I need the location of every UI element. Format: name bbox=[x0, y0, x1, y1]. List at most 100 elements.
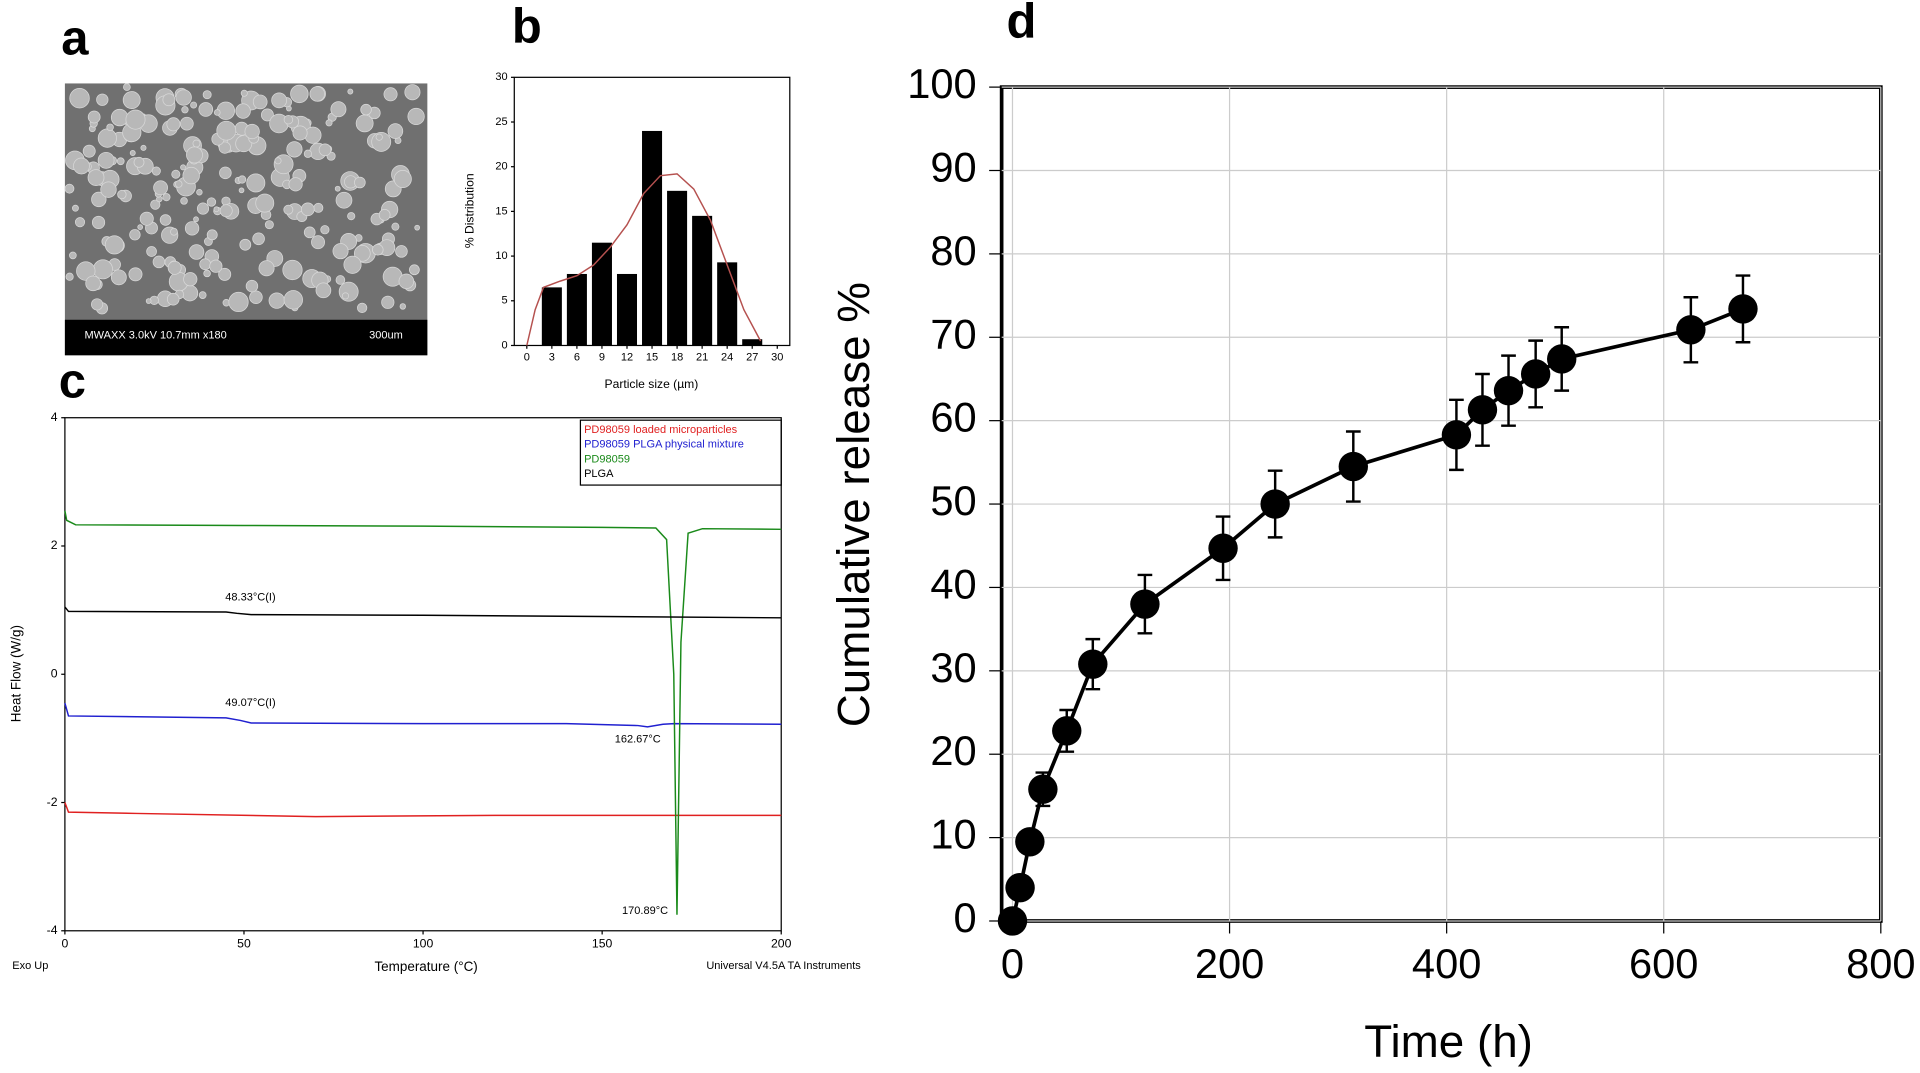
particle bbox=[395, 245, 408, 258]
particle bbox=[375, 133, 383, 141]
data-point bbox=[1547, 344, 1577, 374]
particle bbox=[283, 290, 303, 310]
fit-curve bbox=[526, 173, 762, 346]
particle bbox=[162, 193, 171, 202]
particle bbox=[218, 267, 232, 281]
particle bbox=[128, 267, 143, 282]
particle bbox=[357, 302, 368, 313]
particle bbox=[219, 204, 233, 218]
particle bbox=[325, 119, 333, 127]
particle bbox=[125, 109, 146, 130]
data-point bbox=[1676, 315, 1706, 345]
y-tick-label: 20 bbox=[495, 161, 507, 173]
data-point bbox=[1520, 359, 1551, 389]
particle bbox=[166, 117, 181, 132]
x-tick-label: 6 bbox=[574, 352, 580, 364]
particle bbox=[383, 87, 398, 102]
note-right: Universal V4.5A TA Instruments bbox=[706, 960, 861, 972]
particle bbox=[192, 139, 201, 148]
particle bbox=[393, 170, 412, 188]
particle bbox=[206, 197, 217, 207]
particle bbox=[318, 143, 332, 157]
particle bbox=[190, 101, 198, 109]
particle bbox=[93, 259, 113, 280]
curve bbox=[64, 606, 782, 619]
particle bbox=[399, 303, 406, 310]
x-tick-label: 18 bbox=[671, 352, 683, 364]
data-point bbox=[997, 906, 1028, 936]
particle bbox=[146, 246, 157, 257]
particle bbox=[209, 259, 223, 273]
particle bbox=[166, 292, 180, 306]
particle bbox=[216, 120, 237, 141]
particle bbox=[264, 220, 274, 230]
particle bbox=[239, 238, 252, 251]
particle bbox=[87, 110, 101, 124]
data-point bbox=[1260, 489, 1290, 519]
particle bbox=[159, 214, 172, 226]
particle bbox=[139, 211, 154, 226]
particle bbox=[235, 103, 251, 119]
particle bbox=[69, 251, 77, 260]
particle bbox=[196, 202, 210, 215]
y-axis-label: Cumulative release % bbox=[828, 282, 879, 727]
particle bbox=[145, 298, 152, 304]
particle bbox=[188, 244, 205, 260]
y-tick-label: 10 bbox=[495, 250, 507, 262]
particle bbox=[387, 123, 404, 139]
x-tick-label: 100 bbox=[413, 936, 434, 950]
particle bbox=[203, 269, 211, 278]
particle bbox=[167, 260, 182, 275]
particle bbox=[334, 185, 341, 192]
particle bbox=[87, 169, 105, 186]
y-tick-label: 25 bbox=[495, 116, 507, 128]
particle bbox=[184, 221, 200, 236]
y-tick-label: 30 bbox=[930, 644, 976, 691]
particle bbox=[69, 88, 90, 109]
x-tick-label: 0 bbox=[524, 352, 530, 364]
y-tick-label: -2 bbox=[47, 795, 58, 809]
particle bbox=[182, 166, 200, 185]
particle bbox=[360, 103, 372, 116]
particle bbox=[171, 169, 181, 179]
y-axis-label: % Distribution bbox=[462, 173, 476, 248]
y-tick-label: 80 bbox=[930, 227, 976, 274]
annotation: 48.33°C(I) bbox=[225, 592, 275, 604]
particle bbox=[286, 141, 303, 158]
particle bbox=[123, 83, 131, 91]
x-tick-label: 400 bbox=[1412, 940, 1481, 987]
y-tick-label: 50 bbox=[930, 477, 976, 524]
particle bbox=[391, 222, 400, 231]
x-tick-label: 30 bbox=[771, 352, 783, 364]
y-tick-label: 15 bbox=[495, 205, 507, 217]
particle bbox=[235, 135, 253, 153]
x-tick-label: 0 bbox=[1001, 940, 1024, 987]
particle bbox=[332, 243, 349, 260]
particle bbox=[311, 235, 325, 250]
particle bbox=[116, 157, 125, 166]
data-point bbox=[1130, 589, 1160, 619]
particle bbox=[255, 193, 275, 213]
y-tick-label: 60 bbox=[930, 394, 976, 441]
y-tick-label: 20 bbox=[930, 727, 976, 774]
particle bbox=[288, 177, 303, 192]
particle bbox=[381, 295, 395, 309]
particle bbox=[341, 292, 350, 300]
x-tick-label: 200 bbox=[771, 936, 792, 950]
particle bbox=[409, 264, 420, 276]
release-line bbox=[1010, 307, 1744, 922]
curve bbox=[64, 702, 782, 728]
legend-entry: PD98059 PLGA physical mixture bbox=[584, 439, 744, 451]
x-tick-label: 800 bbox=[1846, 940, 1915, 987]
particle bbox=[97, 151, 115, 169]
particle bbox=[246, 173, 266, 193]
particle bbox=[104, 235, 124, 255]
particle bbox=[347, 88, 354, 95]
y-axis-label: Heat Flow (W/g) bbox=[9, 625, 24, 722]
particle bbox=[175, 180, 183, 188]
particle bbox=[252, 94, 268, 110]
particle bbox=[338, 281, 359, 302]
particle bbox=[292, 125, 308, 141]
particle bbox=[330, 101, 347, 118]
